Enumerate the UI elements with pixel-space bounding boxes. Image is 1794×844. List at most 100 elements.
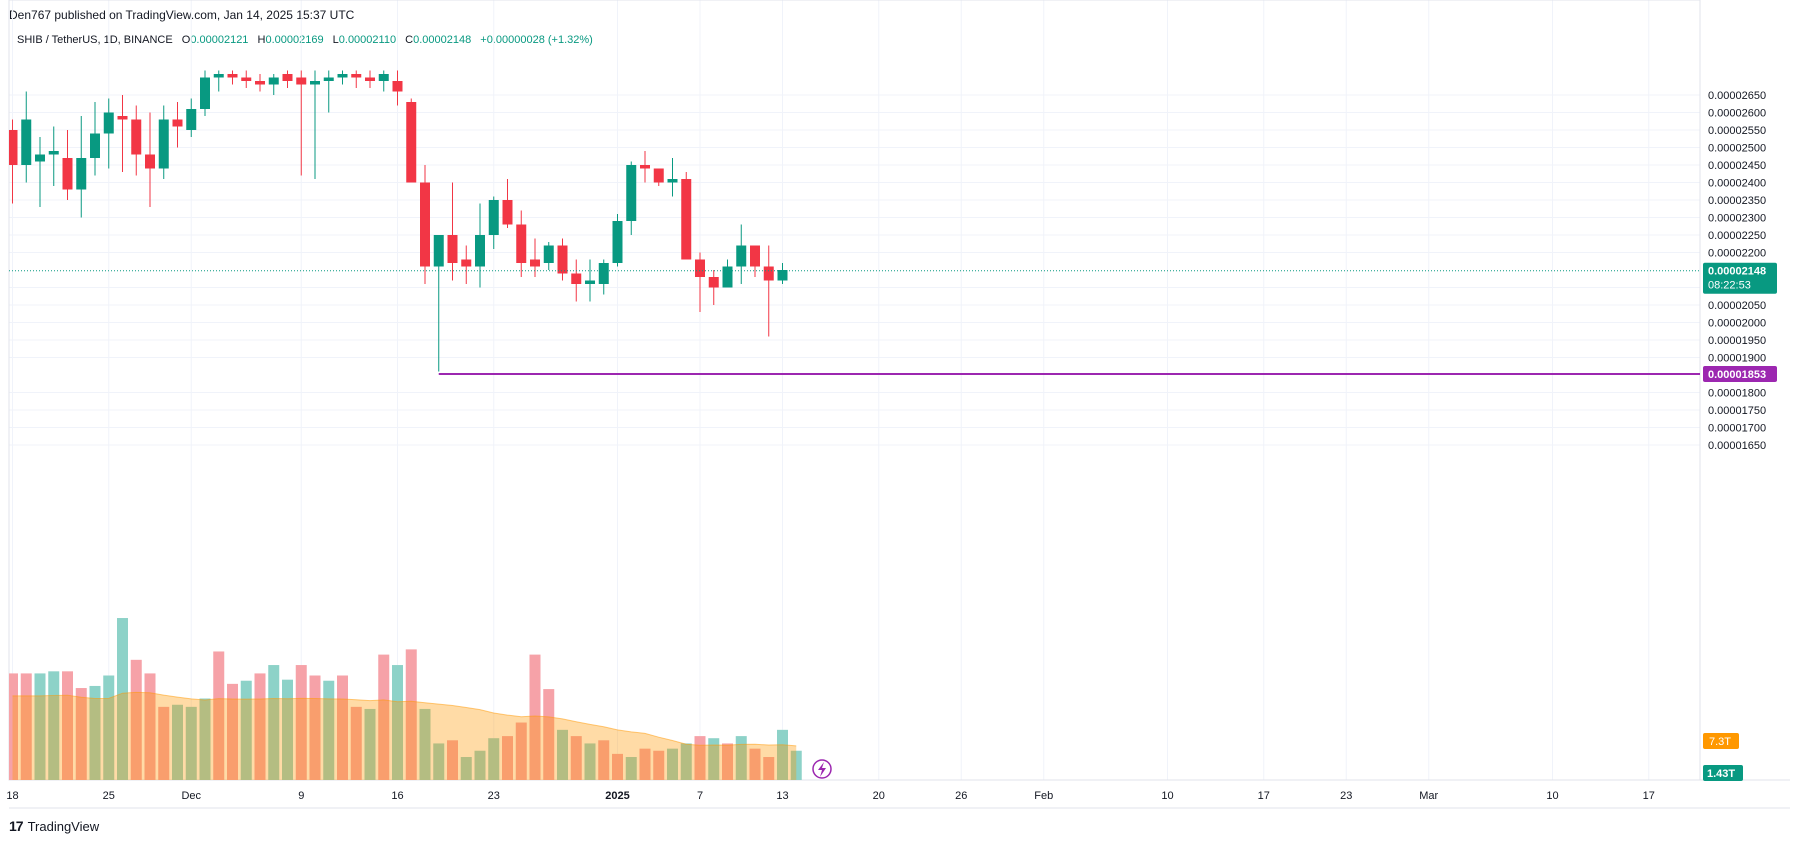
price-tick-label: 0.00002250 xyxy=(1708,230,1766,242)
candle-body xyxy=(598,263,609,284)
time-tick-label: 13 xyxy=(776,790,788,802)
candle-body xyxy=(543,245,554,263)
volume-bar xyxy=(515,722,527,780)
time-tick-label: 26 xyxy=(955,790,967,802)
lightning-icon xyxy=(812,759,832,779)
candle-body xyxy=(571,273,582,284)
volume-bar xyxy=(227,683,238,780)
volume-bar xyxy=(708,738,720,780)
candle-body xyxy=(323,77,334,81)
price-tick-label: 0.00002200 xyxy=(1708,248,1766,260)
candle-body xyxy=(722,266,733,288)
volume-bar xyxy=(777,729,788,780)
time-tick-label: 20 xyxy=(873,790,885,802)
plot-area xyxy=(9,70,1700,780)
volume-bar xyxy=(172,704,183,780)
candle-body xyxy=(461,259,472,267)
price-tick-label: 0.00002350 xyxy=(1708,195,1766,207)
change-value: +0.00000028 (+1.32%) xyxy=(480,34,593,46)
price-tick-label: 0.00001750 xyxy=(1708,405,1766,417)
price-tick-label: 0.00001900 xyxy=(1708,353,1766,365)
last-price-tag-bg xyxy=(1703,262,1777,294)
volume-bar xyxy=(130,659,142,780)
volume-bar xyxy=(763,757,775,780)
candle-body xyxy=(48,151,59,155)
price-tick-label: 0.00002650 xyxy=(1708,90,1766,102)
candle-body xyxy=(406,102,417,183)
volume-bar xyxy=(529,654,541,780)
volume-ma-tag-bg xyxy=(1703,765,1743,781)
candle-body xyxy=(21,119,32,165)
volume-bar xyxy=(392,665,403,780)
candle-body xyxy=(241,77,252,81)
time-tick-label: Mar xyxy=(1419,790,1438,802)
volume-series xyxy=(9,618,802,780)
candle-body xyxy=(378,74,389,81)
volume-bar xyxy=(557,729,568,780)
support-price-tag: 0.00001853 xyxy=(1703,365,1777,382)
last-price-tag-text: 0.00002148 xyxy=(1708,266,1766,278)
time-tick-label: 16 xyxy=(391,790,403,802)
symbol-legend: SHIB / TetherUS, 1D, BINANCE O0.00002121… xyxy=(17,34,593,46)
volume-bar xyxy=(75,688,87,780)
volume-bar xyxy=(419,708,431,780)
candle-body xyxy=(131,119,142,155)
time-tick-label: 18 xyxy=(6,790,18,802)
candle-body xyxy=(351,74,362,78)
open-label: O xyxy=(181,34,191,46)
footer-brand[interactable]: 17 TradingView xyxy=(9,818,99,834)
price-tick-label: 0.00002600 xyxy=(1708,108,1766,120)
volume-bar xyxy=(350,706,362,780)
candle-body xyxy=(76,158,87,190)
candle-body xyxy=(145,154,155,169)
low-label: L xyxy=(332,34,339,46)
volume-bar xyxy=(48,671,60,780)
volume-ma-area xyxy=(12,692,797,780)
volume-ma-tag: 1.43T xyxy=(1703,765,1743,781)
candle-body xyxy=(433,235,444,267)
volume-bar xyxy=(722,743,733,780)
volume-bar xyxy=(460,757,472,780)
volume-bar xyxy=(625,757,637,780)
volume-bar xyxy=(653,750,665,780)
candle-body xyxy=(557,245,568,274)
candle-body xyxy=(158,119,169,169)
volume-bar xyxy=(612,753,623,780)
volume-tag-bg xyxy=(1703,733,1739,749)
tradingview-logo-icon: 17 xyxy=(9,818,24,834)
candle-body xyxy=(9,130,18,165)
candle-body xyxy=(681,179,692,260)
high-value: 0.00002169 xyxy=(265,34,324,46)
price-tick-label: 0.00002450 xyxy=(1708,160,1766,172)
volume-bar xyxy=(433,743,445,780)
close-value: 0.00002148 xyxy=(413,34,472,46)
candle-body xyxy=(296,77,307,85)
candle-body xyxy=(530,259,540,267)
volume-ma-line xyxy=(12,691,797,747)
volume-bar xyxy=(667,748,678,780)
low-value: 0.00002110 xyxy=(338,34,397,46)
volume-bar xyxy=(89,685,101,780)
candle-body xyxy=(612,221,623,263)
last-price-tag-text: 08:22:53 xyxy=(1708,280,1751,292)
grid xyxy=(9,0,1700,780)
time-tick-label: 2025 xyxy=(605,790,629,802)
last-price-tag: 0.00002148 08:22:53 xyxy=(1703,262,1777,294)
time-tick-label: Feb xyxy=(1034,790,1053,802)
candle-body xyxy=(626,165,637,221)
candle-body xyxy=(213,74,224,78)
price-tick-label: 0.00002300 xyxy=(1708,213,1766,225)
candle-body xyxy=(653,168,664,183)
volume-bar xyxy=(268,665,280,780)
candle-body xyxy=(103,112,114,134)
volume-bar xyxy=(474,750,486,780)
volume-bar xyxy=(378,654,390,780)
volume-bar xyxy=(117,618,128,780)
publisher-line: Den767 published on TradingView.com, Jan… xyxy=(9,8,355,22)
volume-bar xyxy=(639,748,651,780)
volume-bar xyxy=(488,738,500,780)
support-price-tag-text: 0.00001853 xyxy=(1708,369,1766,381)
volume-bar xyxy=(598,740,610,780)
volume-bar xyxy=(735,736,747,780)
